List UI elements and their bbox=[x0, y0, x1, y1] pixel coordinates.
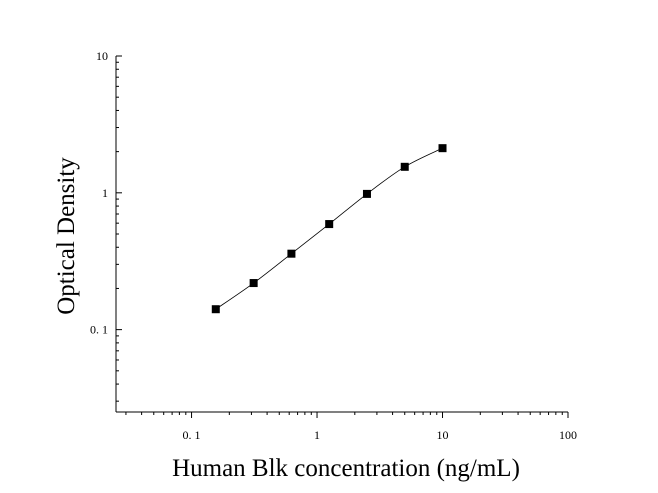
x-tick-label: 0. 1 bbox=[183, 428, 201, 442]
x-axis-label: Human Blk concentration (ng/mL) bbox=[172, 455, 520, 482]
data-point bbox=[325, 220, 334, 229]
x-tick-label: 1 bbox=[314, 428, 320, 442]
axes bbox=[115, 56, 568, 413]
y-tick-label: 1 bbox=[102, 186, 108, 200]
x-tick-label: 10 bbox=[437, 428, 449, 442]
data-point bbox=[400, 162, 409, 171]
x-tick-label: 100 bbox=[559, 428, 577, 442]
x-axis-ticks: 0. 1 1 10 100 bbox=[125, 412, 577, 442]
y-tick-label: 10 bbox=[96, 49, 108, 63]
data-point bbox=[249, 279, 258, 288]
y-axis-label: Optical Density bbox=[53, 157, 80, 315]
y-tick-label: 0. 1 bbox=[90, 323, 108, 337]
data-point bbox=[287, 249, 296, 258]
data-point bbox=[362, 189, 371, 198]
data-point bbox=[211, 305, 220, 314]
data-points bbox=[211, 144, 447, 314]
data-point bbox=[438, 144, 447, 153]
y-axis-ticks: 0. 1 1 10 bbox=[90, 49, 122, 402]
